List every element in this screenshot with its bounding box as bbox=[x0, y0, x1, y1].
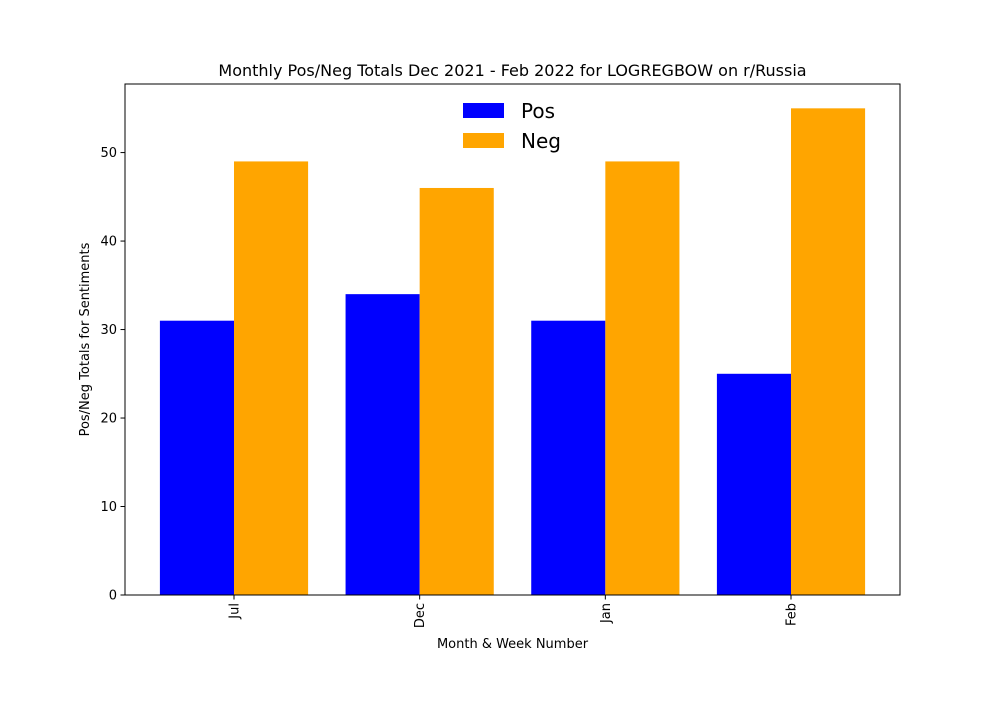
y-tick-label-20: 20 bbox=[100, 412, 117, 427]
bar-pos-dec bbox=[345, 294, 420, 595]
y-tick-label-50: 50 bbox=[100, 146, 117, 161]
legend-swatch-pos bbox=[463, 103, 504, 118]
y-tick-label-30: 30 bbox=[100, 323, 117, 338]
y-tick-label-0: 0 bbox=[109, 589, 117, 604]
plot-frame bbox=[124, 83, 901, 596]
bar-neg-dec bbox=[419, 187, 494, 595]
y-axis: 0 10 20 30 40 50 bbox=[100, 146, 125, 604]
x-tick-label-dec: Dec bbox=[413, 603, 428, 628]
x-tick-label-feb: Feb bbox=[785, 603, 800, 626]
y-tick-label-10: 10 bbox=[100, 500, 117, 515]
bar-neg-jan bbox=[605, 161, 680, 595]
bar-pos-jul bbox=[159, 320, 234, 595]
bar-neg-jul bbox=[234, 161, 309, 595]
bar-pos-jan bbox=[531, 320, 606, 595]
x-tick-label-jul: Jul bbox=[228, 603, 243, 620]
x-tick-label-jan: Jan bbox=[599, 603, 614, 624]
chart-title: Monthly Pos/Neg Totals Dec 2021 - Feb 20… bbox=[218, 61, 806, 80]
bar-pos-feb bbox=[716, 373, 791, 595]
x-axis-label: Month & Week Number bbox=[437, 637, 589, 652]
bar-neg-feb bbox=[791, 108, 866, 595]
y-tick-label-40: 40 bbox=[100, 235, 117, 250]
y-axis-label: Pos/Neg Totals for Sentiments bbox=[78, 242, 93, 436]
legend-label-neg: Neg bbox=[521, 129, 561, 153]
x-axis: Jul Dec Jan Feb bbox=[228, 595, 800, 628]
legend: Pos Neg bbox=[463, 99, 561, 153]
legend-swatch-neg bbox=[463, 133, 504, 148]
legend-label-pos: Pos bbox=[521, 99, 555, 123]
bars-group bbox=[159, 108, 866, 595]
